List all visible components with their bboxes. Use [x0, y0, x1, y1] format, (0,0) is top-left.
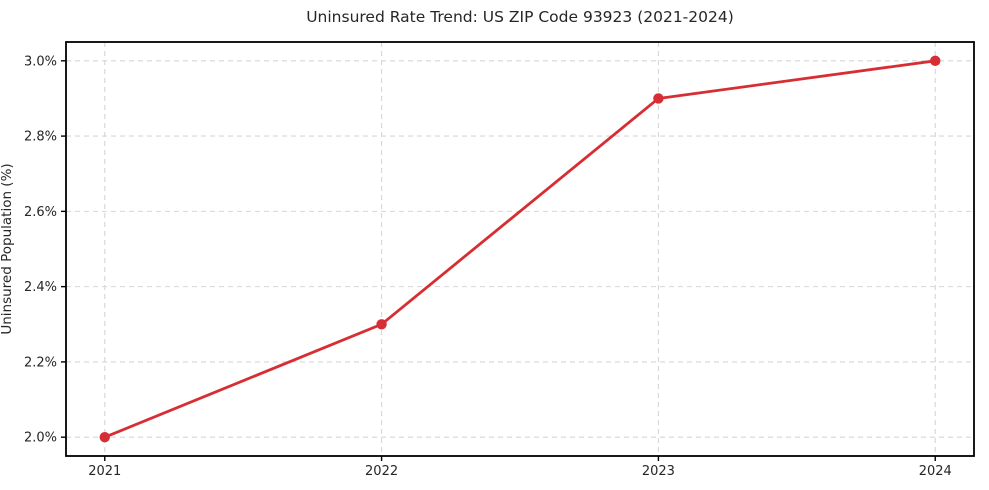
y-tick-label: 2.6% — [24, 205, 57, 220]
data-point — [99, 431, 110, 443]
y-tick-label: 2.0% — [24, 431, 57, 446]
x-tick-label: 2022 — [365, 464, 398, 479]
y-tick-label: 2.4% — [24, 280, 57, 295]
data-point — [930, 55, 941, 67]
y-tick-label: 3.0% — [24, 54, 57, 69]
x-tick-label: 2023 — [642, 464, 675, 479]
chart-title: Uninsured Rate Trend: US ZIP Code 93923 … — [306, 8, 734, 26]
x-tick-label: 2021 — [88, 464, 121, 479]
axes: 2021 2022 2023 2024 2.0% 2.2% 2.4% 2.6% 2.8% 3.0% — [24, 41, 975, 479]
data-point — [376, 319, 387, 330]
x-tick-label: 2024 — [919, 464, 952, 479]
y-tick-label: 2.8% — [24, 130, 57, 145]
gridlines — [66, 42, 974, 456]
data-series — [99, 55, 941, 443]
y-tick-label: 2.2% — [24, 355, 57, 370]
data-point — [653, 93, 664, 104]
